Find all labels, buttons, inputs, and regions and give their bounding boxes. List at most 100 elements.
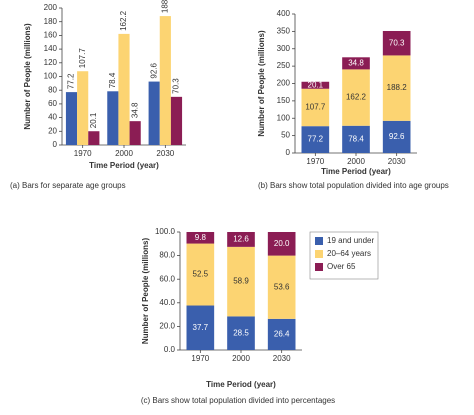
x-tick-label: 2000 (232, 354, 250, 363)
value-label: 78.4 (108, 72, 117, 88)
value-label: 162.2 (119, 10, 128, 31)
caption: (c) Bars show total population divided i… (141, 396, 335, 405)
value-label: 26.4 (274, 330, 290, 339)
bar-segment (267, 232, 296, 256)
value-label: 188.2 (160, 0, 169, 13)
caption: (b) Bars show total population divided i… (258, 181, 449, 190)
y-tick-label: 400 (277, 9, 291, 18)
legend-swatch (315, 250, 323, 258)
bar (129, 121, 141, 145)
y-tick-label: 80 (48, 85, 57, 94)
bar (170, 96, 183, 145)
x-tick-label: 2030 (273, 354, 291, 363)
bar-segment (301, 126, 330, 153)
legend-label: 20–64 years (327, 249, 371, 258)
bar-segment (186, 243, 215, 306)
y-tick-label: 100 (44, 72, 58, 81)
value-label: 107.7 (305, 103, 326, 112)
bar (159, 16, 171, 145)
y-axis-label: Number of People (millions) (141, 238, 150, 345)
y-tick-label: 100 (277, 113, 291, 122)
bar-segment (301, 81, 330, 89)
y-tick-label: 250 (277, 61, 291, 70)
value-label: 9.8 (195, 233, 207, 242)
y-tick-label: 0 (53, 140, 58, 149)
bar-segment (227, 232, 255, 247)
y-tick-label: 0 (286, 148, 291, 157)
legend-swatch (315, 263, 323, 271)
bar-segment (227, 316, 255, 350)
legend-label: 19 and under (327, 236, 374, 245)
y-tick-label: 50 (281, 131, 290, 140)
bar-segment (301, 88, 330, 127)
y-tick-label: 300 (277, 44, 291, 53)
bar-segment (382, 30, 411, 56)
x-tick-label: 2000 (347, 157, 365, 166)
value-label: 77.2 (67, 73, 76, 89)
bar-segment (267, 318, 296, 350)
bar-segment (382, 55, 411, 121)
x-tick-label: 1970 (191, 354, 209, 363)
value-label: 12.6 (233, 235, 249, 244)
value-label: 77.2 (308, 135, 324, 144)
value-label: 37.7 (193, 323, 209, 332)
y-tick-label: 0.0 (164, 345, 176, 354)
value-label: 92.6 (149, 62, 158, 78)
legend-swatch (315, 237, 323, 245)
value-label: 53.6 (274, 282, 290, 291)
x-axis-label: Time Period (year) (321, 167, 391, 176)
value-label: 188.2 (387, 83, 408, 92)
x-tick-label: 1970 (74, 149, 92, 158)
value-label: 107.7 (78, 48, 87, 69)
value-label: 70.3 (389, 38, 405, 47)
y-tick-label: 20 (48, 126, 57, 135)
value-label: 162.2 (346, 93, 367, 102)
bar (148, 81, 160, 145)
y-axis-label: Number of People (millions) (23, 23, 32, 130)
y-axis-label: Number of People (millions) (257, 30, 266, 137)
y-tick-label: 60 (48, 99, 57, 108)
x-tick-label: 1970 (306, 157, 324, 166)
bar-segment (267, 255, 296, 319)
bar-segment (382, 120, 411, 153)
bar-segment (342, 57, 370, 70)
value-label: 20.1 (308, 80, 324, 89)
caption: (a) Bars for separate age groups (10, 181, 126, 190)
y-tick-label: 150 (277, 96, 291, 105)
x-tick-label: 2030 (156, 149, 174, 158)
bar-segment (186, 232, 215, 244)
y-tick-label: 180 (44, 17, 58, 26)
value-label: 92.6 (389, 132, 405, 141)
y-tick-label: 140 (44, 44, 58, 53)
y-tick-label: 40 (48, 113, 57, 122)
y-tick-label: 200 (277, 79, 291, 88)
bar-segment (227, 246, 255, 317)
value-label: 78.4 (348, 134, 364, 143)
y-tick-label: 200 (44, 3, 58, 12)
bar-segment (186, 305, 215, 350)
value-label: 52.5 (193, 270, 209, 279)
value-label: 20.1 (89, 112, 98, 128)
value-label: 28.5 (233, 328, 249, 337)
x-axis-label: Time Period (year) (89, 161, 159, 170)
y-tick-label: 20.0 (159, 322, 175, 331)
x-axis-label: Time Period (year) (206, 380, 276, 389)
bar (118, 33, 130, 145)
value-label: 58.9 (233, 277, 249, 286)
x-tick-label: 2000 (115, 149, 133, 158)
bar (65, 92, 78, 145)
y-tick-label: 40.0 (159, 298, 175, 307)
bar (88, 131, 100, 145)
bar (77, 71, 89, 145)
bar-segment (342, 69, 370, 126)
bar (107, 91, 119, 145)
value-label: 34.8 (130, 102, 139, 118)
value-label: 70.3 (172, 78, 181, 94)
y-tick-label: 60.0 (159, 274, 175, 283)
x-tick-label: 2030 (388, 157, 406, 166)
y-tick-label: 160 (44, 31, 58, 40)
value-label: 34.8 (348, 58, 364, 67)
legend-label: Over 65 (327, 262, 356, 271)
